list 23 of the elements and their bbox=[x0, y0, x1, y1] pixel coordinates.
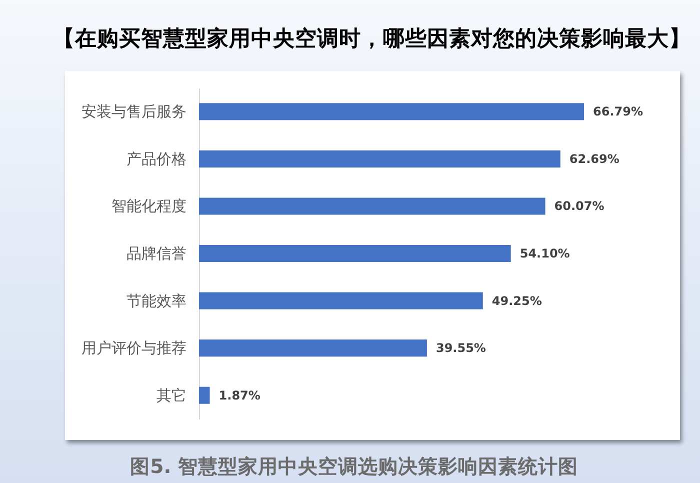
data-label: 49.25% bbox=[492, 294, 542, 308]
y-tick-label: 用户评价与推荐 bbox=[82, 339, 186, 358]
data-label: 1.87% bbox=[218, 388, 260, 402]
bar bbox=[199, 244, 511, 262]
chart-title: 【在购买智慧型家用中央空调时，哪些因素对您的决策影响最大】 bbox=[53, 26, 691, 52]
caption: 图5. 智慧型家用中央空调选购决策影响因素统计图 bbox=[130, 455, 578, 478]
data-label: 39.55% bbox=[436, 341, 486, 356]
data-label: 66.79% bbox=[593, 104, 643, 119]
y-tick-label: 品牌信誉 bbox=[126, 244, 186, 262]
bar bbox=[199, 198, 546, 215]
data-label: 60.07% bbox=[554, 199, 604, 214]
bar bbox=[199, 103, 584, 120]
bar bbox=[199, 292, 483, 310]
bar bbox=[199, 386, 210, 404]
data-label: 54.10% bbox=[520, 246, 570, 260]
data-label: 62.69% bbox=[569, 152, 620, 166]
bar bbox=[199, 150, 560, 168]
y-tick-label: 安装与售后服务 bbox=[82, 102, 186, 121]
y-tick-label: 节能效率 bbox=[126, 292, 186, 310]
y-tick-label: 智能化程度 bbox=[112, 197, 186, 216]
y-tick-label: 产品价格 bbox=[126, 150, 186, 168]
bar bbox=[199, 340, 427, 357]
y-tick-label: 其它 bbox=[156, 386, 186, 404]
